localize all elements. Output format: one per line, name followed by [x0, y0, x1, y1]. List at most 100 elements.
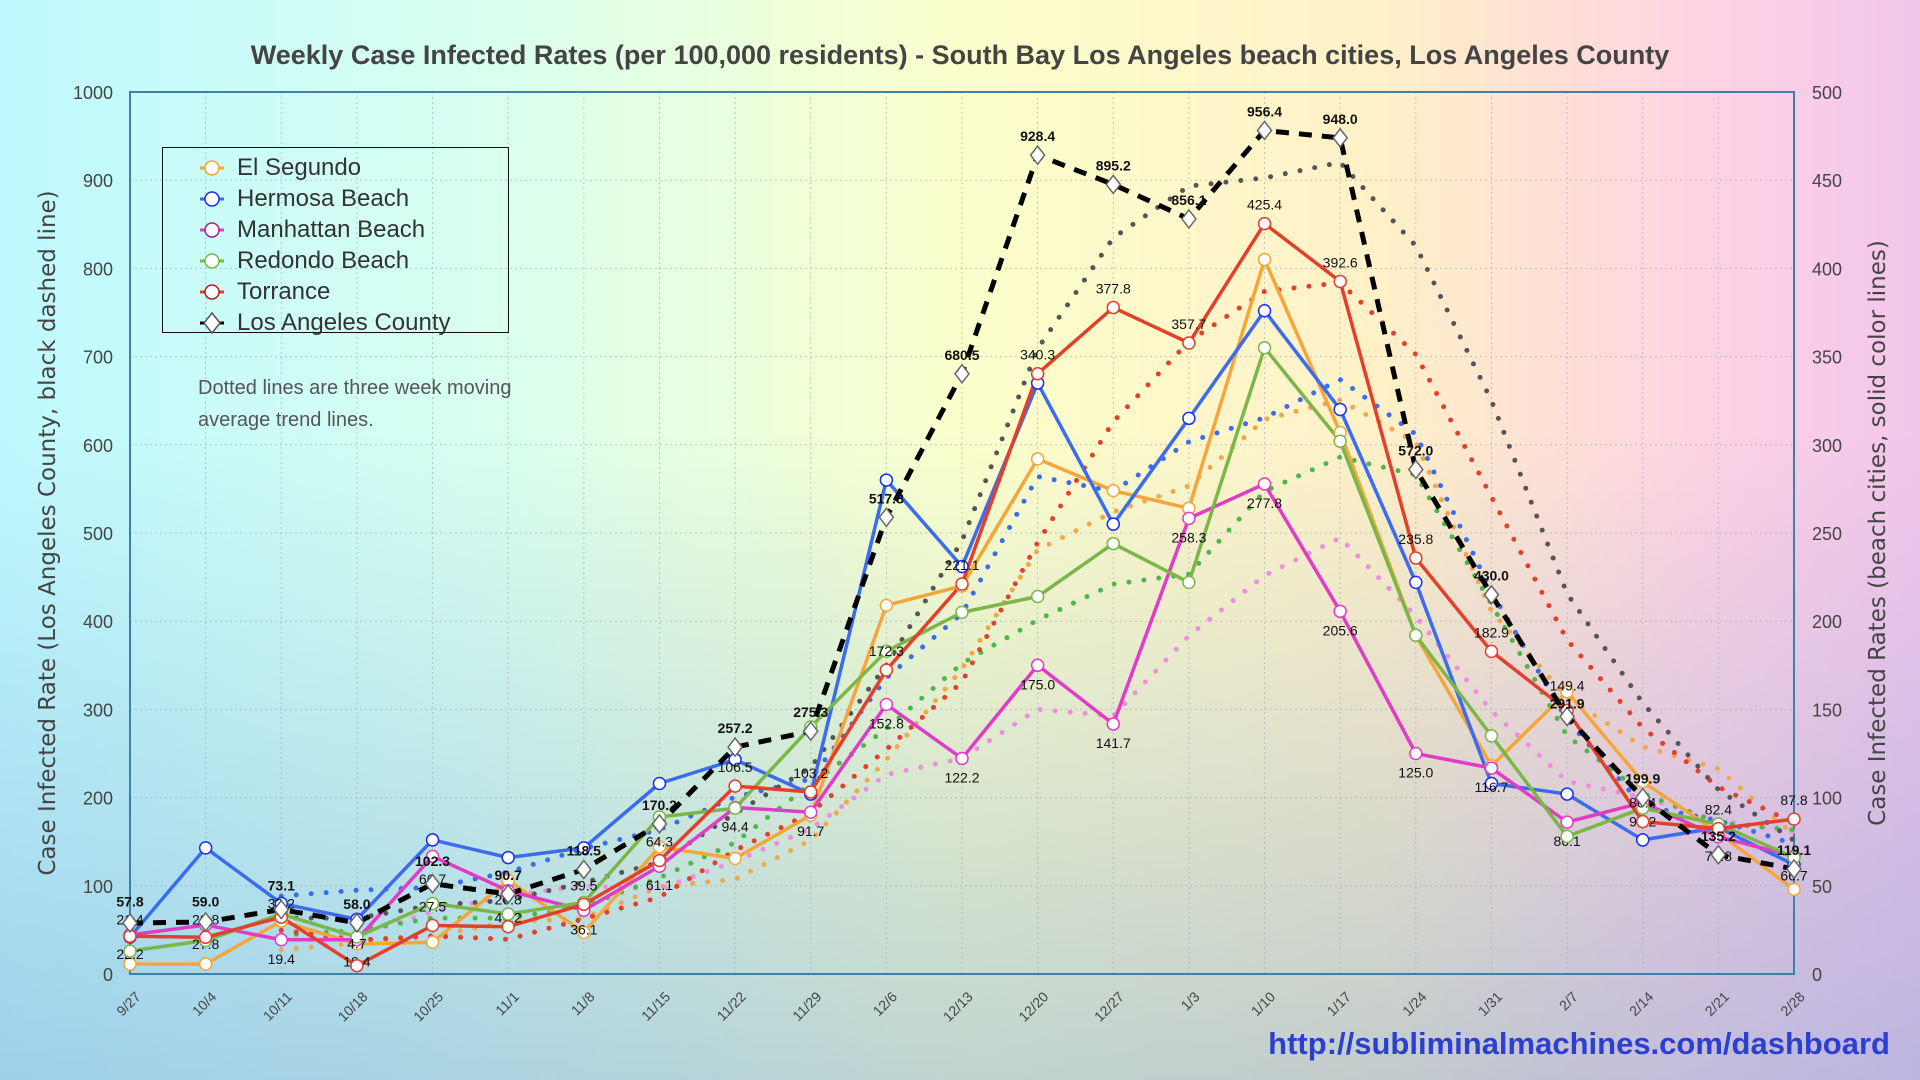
data-label: 94.4	[721, 818, 748, 834]
data-label: 122.2	[944, 769, 979, 785]
x-tick-label: 10/25	[410, 988, 446, 1024]
y-tick-label-left: 300	[83, 700, 113, 720]
data-point	[1106, 717, 1121, 731]
data-point	[424, 873, 441, 894]
data-point	[1029, 144, 1046, 166]
legend-marker-icon	[200, 221, 224, 238]
legend-label: Manhattan Beach	[237, 215, 426, 243]
x-tick-label: 11/22	[714, 988, 750, 1024]
data-label: 152.8	[869, 715, 904, 731]
data-point	[652, 853, 667, 868]
data-label: 36.1	[570, 921, 597, 937]
y-tick-label-left: 0	[103, 965, 113, 985]
y-tick-label-right: 100	[1812, 789, 1842, 809]
data-point	[577, 897, 591, 912]
data-point	[348, 912, 365, 934]
data-point	[1409, 628, 1423, 643]
data-label: 221.1	[944, 557, 979, 573]
data-point	[1333, 434, 1347, 449]
x-tick-label: 2/14	[1626, 988, 1657, 1019]
data-point	[198, 930, 213, 945]
x-tick-label: 1/31	[1475, 988, 1506, 1019]
data-point	[955, 559, 969, 574]
legend-label: Redondo Beach	[237, 246, 410, 274]
y-tick-label-right: 50	[1812, 877, 1832, 897]
data-point	[955, 605, 969, 620]
x-tick-label: 11/8	[568, 988, 598, 1018]
data-label: 425.4	[1247, 197, 1282, 213]
y-tick-label-right: 250	[1812, 524, 1842, 544]
y-tick-label-right: 0	[1812, 965, 1822, 985]
data-label: 277.8	[1247, 495, 1282, 511]
data-point	[425, 833, 440, 847]
data-point	[1105, 174, 1122, 195]
data-point	[1030, 452, 1045, 466]
data-label: 103.2	[793, 765, 828, 781]
data-point	[1786, 858, 1802, 880]
y-tick-label-left: 900	[83, 171, 113, 191]
data-point	[1711, 821, 1726, 836]
data-label: 119.1	[1777, 842, 1811, 858]
legend-marker-icon	[200, 311, 224, 334]
data-point	[1182, 575, 1196, 590]
data-point	[1030, 658, 1045, 673]
y-axis-title-right: Case Infected Rates (beach cities, solid…	[1865, 240, 1891, 826]
legend-item-el-segundo: El Segundo	[199, 152, 508, 183]
data-point	[575, 859, 592, 880]
legend-label: Hermosa Beach	[237, 184, 410, 212]
data-point	[1484, 761, 1499, 775]
data-label: 27.5	[419, 898, 446, 914]
data-point	[1182, 511, 1196, 526]
data-point	[273, 899, 290, 920]
trend-line-torrance	[278, 280, 1797, 943]
legend-label: Torrance	[237, 277, 331, 305]
data-point	[1787, 882, 1801, 897]
x-tick-label: 9/27	[113, 988, 144, 1019]
data-point	[1256, 120, 1273, 141]
data-point	[1106, 536, 1121, 551]
plot-frame	[129, 91, 1795, 975]
data-label: 82.4	[1705, 802, 1732, 818]
data-point	[879, 473, 894, 487]
data-point	[1560, 829, 1574, 844]
legend-marker-icon	[200, 283, 224, 300]
data-point	[425, 935, 440, 949]
y-tick-label-left: 700	[83, 348, 113, 368]
data-point	[1257, 303, 1272, 318]
data-point	[1106, 517, 1121, 531]
data-label: 235.8	[1398, 531, 1433, 547]
data-point	[1484, 644, 1499, 659]
y-tick-label-left: 1000	[73, 83, 113, 103]
y-tick-label-right: 150	[1812, 700, 1842, 720]
y-tick-label-right: 400	[1812, 259, 1842, 279]
x-tick-label: 11/1	[492, 988, 522, 1018]
data-point	[1257, 216, 1272, 231]
legend-marker-icon	[200, 159, 224, 176]
data-point	[803, 805, 818, 819]
data-point	[1180, 208, 1197, 230]
data-label: 90.7	[495, 867, 522, 883]
y-tick-label-left: 100	[83, 877, 113, 897]
data-point	[955, 751, 969, 766]
data-point	[1182, 336, 1196, 350]
data-point	[123, 944, 137, 958]
data-point	[1635, 814, 1650, 829]
data-point	[1634, 787, 1651, 808]
x-tick-label: 1/3	[1178, 988, 1203, 1013]
data-label: 58.0	[343, 896, 370, 912]
dashboard-link[interactable]: http://subliminalmachines.com/dashboard	[1268, 1026, 1890, 1061]
x-tick-label: 11/29	[789, 988, 825, 1024]
x-tick-label: 1/24	[1399, 988, 1430, 1019]
y-tick-label-left: 500	[83, 524, 113, 544]
data-point	[1332, 127, 1349, 149]
data-point	[1257, 341, 1272, 355]
legend-item-los-angeles-county: Los Angeles County	[199, 307, 508, 338]
data-point	[350, 958, 364, 973]
data-point	[577, 841, 591, 855]
y-tick-label-right: 200	[1812, 612, 1842, 632]
y-axis-title-left: Case Infected Rate (Los Angeles County, …	[35, 190, 61, 875]
data-point	[955, 577, 969, 591]
data-point	[1030, 589, 1045, 604]
data-point	[1106, 300, 1121, 315]
